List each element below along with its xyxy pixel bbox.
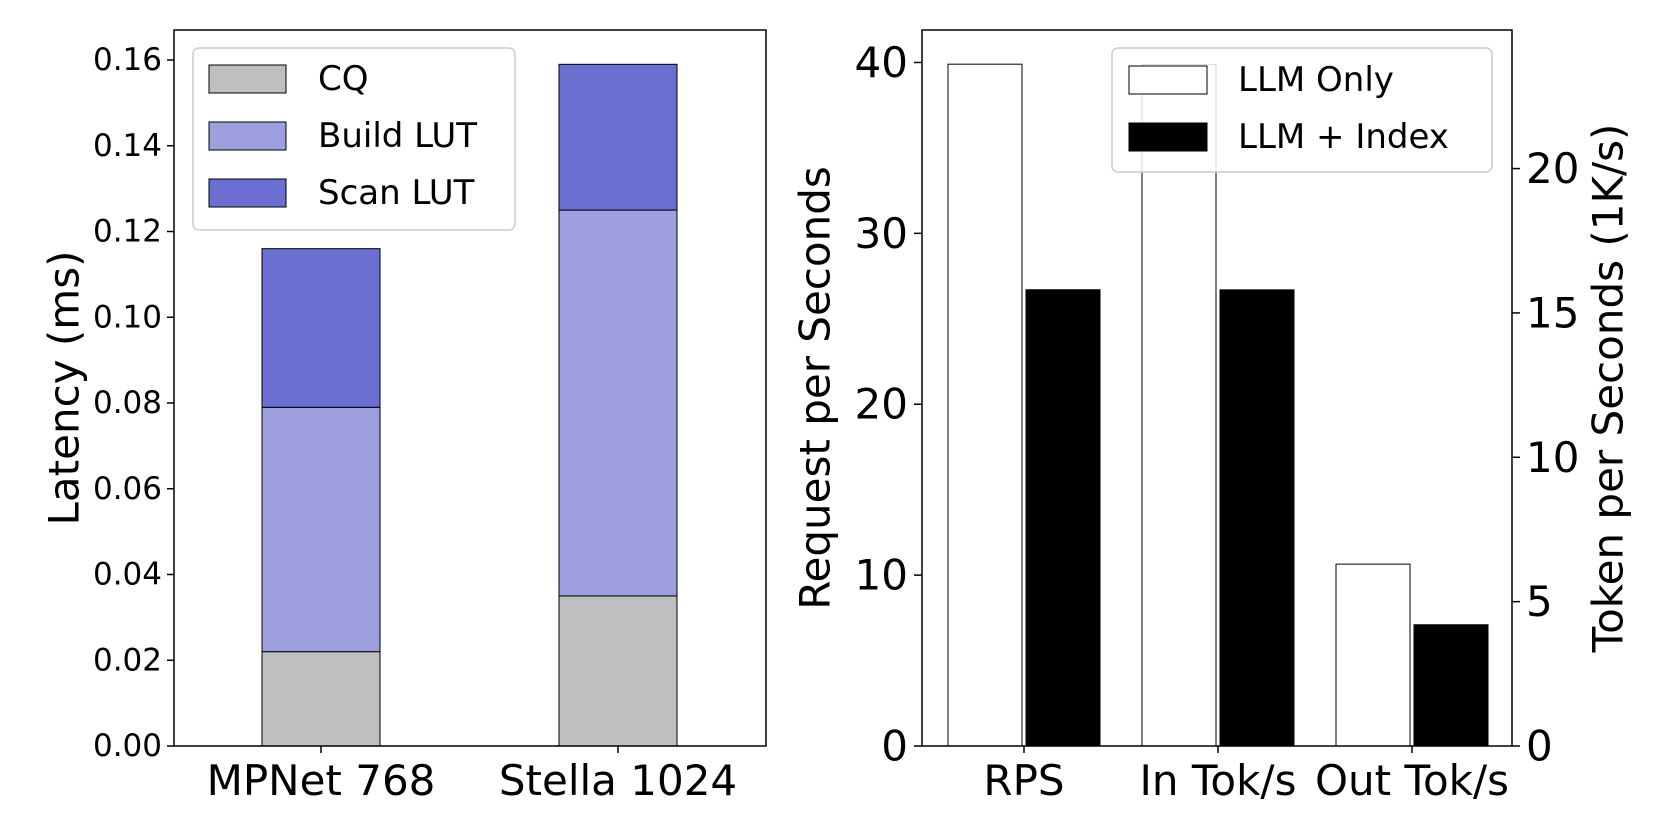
bar-llm-only-in-tok-s (1141, 64, 1217, 747)
throughput-chart: 0 10 20 30 40 0 5 10 15 20 RPS In Tok/s Out Tok/s Req… (791, 29, 1633, 805)
legend-label-scan-lut: Scan LUT (318, 173, 475, 213)
y-tick-label: 0.02 (93, 642, 162, 678)
y-tick-label: 0.00 (93, 728, 162, 764)
y-axis-label: Latency (ms) (40, 251, 89, 526)
bar-scan-lut-mpnet-768 (261, 248, 381, 408)
y2-tick-label: 0 (1526, 722, 1553, 771)
bar-cq-stella-1024 (558, 595, 678, 747)
y-tick-label: 10 (855, 551, 908, 600)
latency-chart: 0.00 0.02 0.04 0.06 0.08 0.10 0.12 0.14 0.16 MPNe… (40, 29, 767, 805)
bar-llm-only-rps (947, 63, 1023, 747)
y2-tick-label: 15 (1526, 288, 1579, 337)
y-tick-label: 0.12 (93, 214, 162, 250)
y-tick-label: 0.08 (93, 385, 162, 421)
legend-label-llm-only: LLM Only (1238, 60, 1394, 100)
y2-tick-label: 10 (1526, 433, 1579, 482)
bar-llm-index-out-tok-s (1413, 624, 1489, 747)
legend-label-llm-index: LLM + Index (1238, 117, 1449, 157)
legend: CQ Build LUT Scan LUT (192, 47, 516, 231)
y-tick-label: 0.10 (93, 299, 162, 335)
y-tick-label: 0.04 (93, 557, 162, 593)
y2-tick-label: 5 (1526, 577, 1553, 626)
x-tick-label: Out Tok/s (1315, 756, 1509, 805)
y-tick-label: 0.06 (93, 471, 162, 507)
legend-swatch-llm-index (1128, 122, 1208, 152)
y-tick-label: 0 (881, 722, 908, 771)
legend-label-cq: CQ (318, 59, 369, 99)
x-tick-label: MPNet 768 (207, 756, 436, 805)
bar-scan-lut-stella-1024 (558, 63, 678, 211)
legend-swatch-scan-lut (208, 178, 287, 208)
legend: LLM Only LLM + Index (1111, 47, 1493, 173)
bar-build-lut-mpnet-768 (261, 406, 381, 653)
y-axis-label: Request per Seconds (791, 166, 840, 610)
x-tick-label: Stella 1024 (499, 756, 737, 805)
y2-tick-label: 20 (1526, 144, 1579, 193)
bar-llm-only-out-tok-s (1335, 563, 1411, 747)
legend-swatch-build-lut (208, 121, 287, 151)
x-tick-label: In Tok/s (1140, 756, 1297, 805)
bar-cq-mpnet-768 (261, 651, 381, 747)
legend-swatch-llm-only (1128, 65, 1208, 95)
legend-label-build-lut: Build LUT (318, 116, 477, 156)
y-tick-label: 30 (855, 209, 908, 258)
plot-frame (173, 29, 767, 747)
y-tick-label: 40 (855, 38, 908, 87)
y-tick-label: 0.16 (93, 42, 162, 78)
legend-swatch-cq (208, 64, 287, 94)
bar-llm-index-in-tok-s (1219, 289, 1295, 747)
y-tick-label: 0.14 (93, 128, 162, 164)
bar-llm-index-rps (1025, 289, 1101, 747)
y-tick-label: 20 (855, 380, 908, 429)
x-tick-label: RPS (983, 756, 1064, 805)
bar-build-lut-stella-1024 (558, 209, 678, 597)
y2-axis-label: Token per Seconds (1K/s) (1584, 124, 1633, 654)
plot-frame (921, 29, 1513, 747)
